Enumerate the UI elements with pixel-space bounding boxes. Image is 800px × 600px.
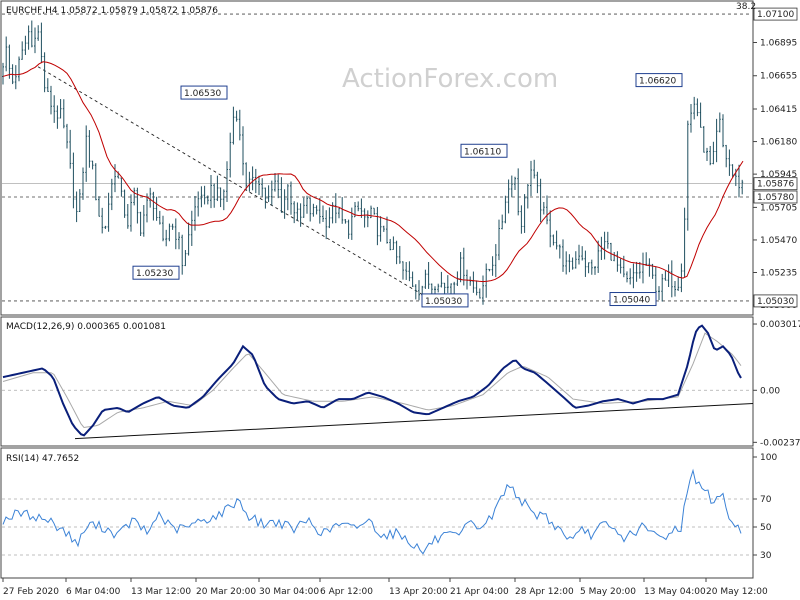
callout-box (609, 292, 657, 307)
rsi-tick-label: 70 (760, 495, 772, 505)
level-box (753, 294, 798, 308)
macd-title: MACD(12,26,9) 0.000365 0.001081 (6, 322, 166, 332)
callout-label: 1.05230 (136, 269, 173, 279)
corner-value: 38.2 (736, 2, 756, 12)
moving-average-line (2, 61, 744, 283)
price-callout: 1.05040 (609, 292, 657, 307)
rsi-layer (2, 468, 752, 556)
time-tick-label: 27 Feb 2020 (3, 587, 59, 597)
level-label: 1.05030 (757, 297, 794, 307)
callout-box (460, 143, 508, 158)
time-tick-label: 13 Apr 20:00 (389, 587, 448, 597)
time-tick-label: 13 Mar 12:00 (131, 587, 191, 597)
price-panel (0, 0, 754, 316)
price-tick-label: 1.05945 (760, 170, 797, 180)
rsi-tick-label: 50 (760, 523, 772, 533)
callout-label: 1.06620 (639, 77, 676, 87)
price-tick-label: 1.06895 (760, 38, 797, 48)
macd-tick-label: 0.003017 (760, 320, 800, 330)
price-callout: 1.06530 (180, 85, 228, 100)
time-tick-label: 13 May 04:00 (644, 587, 706, 597)
callout-box (180, 85, 228, 100)
price-tick-label: 1.05235 (760, 269, 797, 279)
rsi-title: RSI(14) 47.7652 (6, 454, 79, 464)
level-label: 1.07100 (757, 10, 794, 20)
level-label: 1.05780 (757, 193, 794, 203)
macd-tick-label: 0.00 (760, 386, 780, 396)
level-box (753, 190, 798, 204)
price-callout: 1.05230 (132, 265, 180, 280)
current-price-box (753, 177, 798, 191)
macd-tick-label: -0.00237 (760, 438, 800, 448)
callout-label: 1.06110 (464, 147, 501, 157)
rsi-tick-label: 100 (760, 453, 777, 463)
macd-signal-line (2, 332, 742, 429)
macd-layer (2, 324, 754, 440)
time-tick-label: 20 May 12:00 (706, 587, 768, 597)
rsi-tick-label: 30 (760, 551, 772, 561)
rsi-line (2, 468, 742, 555)
axis-layer: 1.06895 1.06655 1.06415 1.06180 1.05945 1.057… (2, 7, 800, 597)
price-layer: 1.05230 1.06530 1.06110 1.05030 1.05040 1.066… (2, 13, 752, 308)
price-callout: 1.05030 (421, 293, 469, 308)
callout-box (132, 265, 180, 280)
callout-label: 1.05040 (613, 296, 650, 306)
price-tick-label: 1.05470 (760, 236, 797, 246)
time-tick-label: 20 Mar 20:00 (196, 587, 256, 597)
level-box (753, 7, 798, 21)
price-trendline (37, 66, 434, 302)
symbol-header: EURCHF,H4 1.05872 1.05879 1.05872 1.0587… (6, 6, 218, 16)
time-tick-label: 5 May 20:00 (580, 587, 636, 597)
price-tick-label: 1.06180 (760, 138, 797, 148)
price-tick-label: 1.06655 (760, 72, 797, 82)
time-tick-label: 30 Mar 04:00 (259, 587, 319, 597)
watermark: ActionForex.com (342, 64, 558, 94)
time-tick-label: 6 Apr 12:00 (320, 587, 373, 597)
time-tick-label: 28 Apr 12:00 (515, 587, 574, 597)
price-callout: 1.06110 (460, 143, 508, 158)
time-tick-label: 21 Apr 04:00 (450, 587, 509, 597)
price-callout: 1.06620 (635, 73, 683, 88)
price-tick-label: 1.06415 (760, 105, 797, 115)
callout-label: 1.06530 (184, 89, 221, 99)
macd-line (2, 324, 742, 437)
callout-box (421, 293, 469, 308)
callout-box (635, 73, 683, 88)
price-tick-label: 1.05705 (760, 203, 797, 213)
rsi-panel (0, 447, 754, 579)
current-price-label: 1.05876 (757, 180, 794, 190)
macd-trendline (74, 402, 754, 440)
callout-label: 1.05030 (425, 297, 462, 307)
time-tick-label: 6 Mar 04:00 (66, 587, 121, 597)
macd-panel (0, 316, 754, 447)
